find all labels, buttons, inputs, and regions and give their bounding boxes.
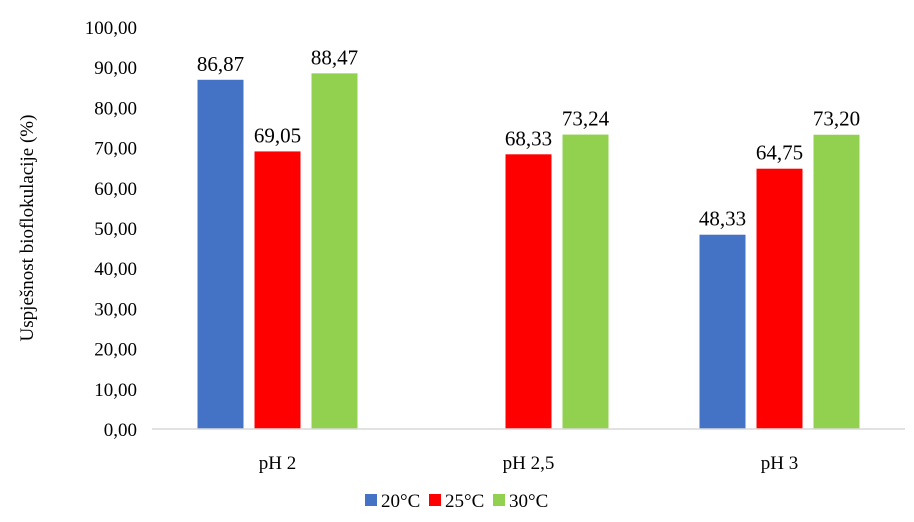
x-category-label: pH 2	[259, 453, 296, 474]
bar-25°C-pH 3	[756, 168, 803, 429]
data-label: 69,05	[254, 123, 301, 147]
y-tick-label: 20,00	[94, 340, 137, 361]
bar-30°C-pH 2	[311, 73, 358, 430]
y-tick-label: 70,00	[94, 139, 137, 160]
y-tick-label: 0,00	[104, 420, 137, 441]
y-tick-label: 50,00	[94, 219, 137, 240]
bar-30°C-pH 2,5	[562, 134, 609, 429]
y-tick-label: 100,00	[85, 18, 137, 39]
bar-20°C-pH 3	[699, 234, 746, 429]
y-tick-label: 80,00	[94, 98, 137, 119]
y-tick-label: 40,00	[94, 259, 137, 280]
x-category-label: pH 3	[761, 453, 798, 474]
bar-20°C-pH 2	[197, 79, 244, 430]
y-axis-ticks: 0,00 10,00 20,00 30,00 40,00 50,00 60,00 70,00 8…	[85, 18, 137, 441]
bar-30°C-pH 3	[813, 134, 860, 429]
legend-swatch	[365, 494, 377, 506]
legend-swatch	[493, 494, 505, 506]
legend-label: 30°C	[509, 491, 548, 512]
x-category-label: pH 2,5	[503, 453, 555, 474]
bars	[197, 73, 860, 430]
y-tick-label: 90,00	[94, 58, 137, 79]
data-labels: 86,87 69,05 88,47 68,33 73,24 48,33 64,75 73,20	[197, 45, 860, 230]
legend-swatch	[429, 494, 441, 506]
data-label: 73,24	[562, 107, 610, 131]
y-axis-title: Uspješnost bioflokulacije (%)	[17, 115, 38, 342]
data-label: 48,33	[699, 207, 746, 231]
bar-25°C-pH 2,5	[505, 154, 552, 429]
data-label: 68,33	[505, 126, 552, 150]
x-axis-categories: pH 2 pH 2,5 pH 3	[259, 453, 798, 474]
legend: 20°C 25°C 30°C	[365, 491, 548, 512]
data-label: 64,75	[756, 141, 803, 165]
data-label: 73,20	[813, 107, 860, 131]
legend-label: 20°C	[381, 491, 420, 512]
y-tick-label: 10,00	[94, 380, 137, 401]
data-label: 88,47	[311, 45, 358, 69]
y-tick-label: 30,00	[94, 299, 137, 320]
legend-label: 25°C	[445, 491, 484, 512]
bar-25°C-pH 2	[254, 151, 301, 429]
y-tick-label: 60,00	[94, 179, 137, 200]
data-label: 86,87	[197, 52, 244, 76]
